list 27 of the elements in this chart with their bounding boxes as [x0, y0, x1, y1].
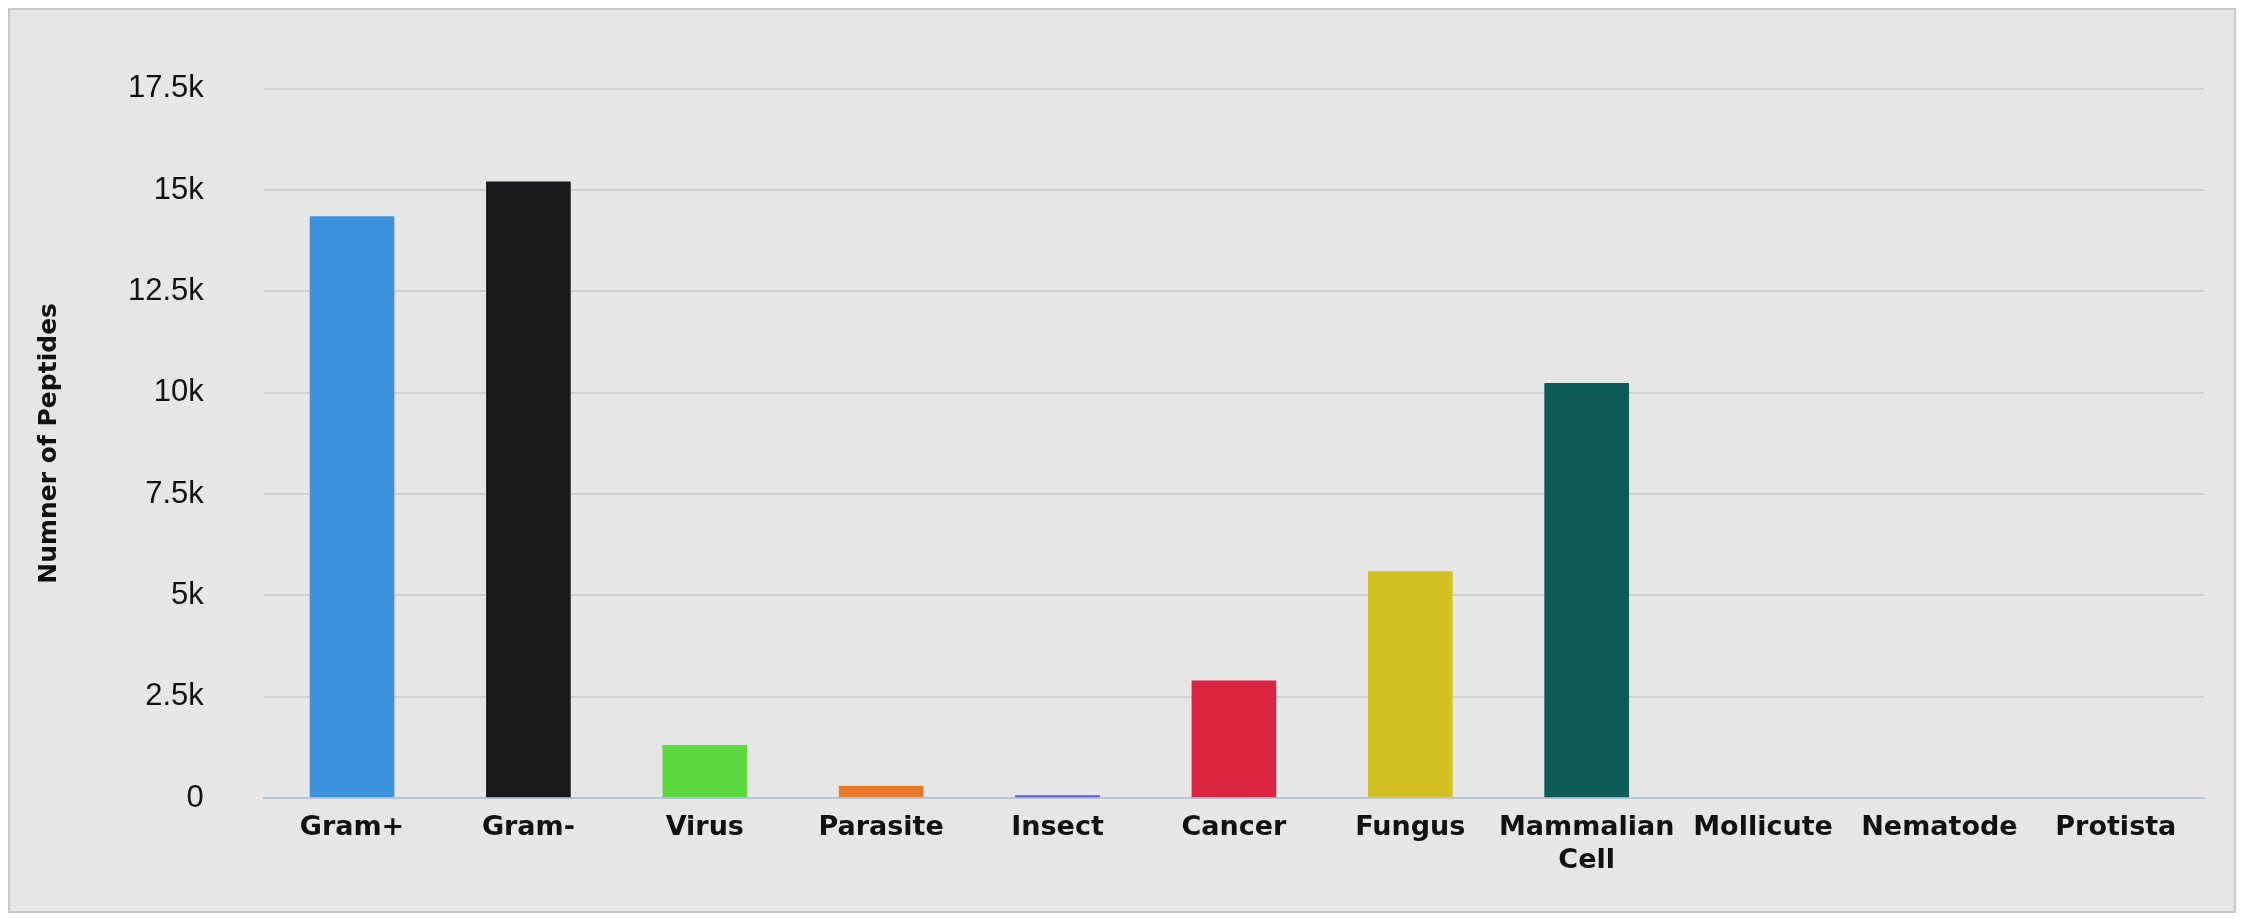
y-tick-label: 7.5k [145, 474, 205, 510]
y-tick-label: 15k [153, 170, 205, 206]
y-tick-label: 12.5k [127, 271, 205, 307]
y-axis-title: Numner of Peptides [32, 303, 62, 584]
x-tick-label: Gram+ [299, 810, 405, 842]
x-tick-label: Insect [1011, 810, 1104, 842]
x-tick-label: Cancer [1181, 810, 1288, 842]
y-tick-label: 10k [153, 373, 205, 409]
x-tick-label: Mammalian Cell [1498, 810, 1675, 874]
bar [309, 216, 395, 798]
x-tick-label: Virus [665, 810, 744, 842]
bar [486, 181, 571, 798]
y-tick-label: 5k [171, 576, 205, 611]
y-tick-label: 0 [186, 778, 204, 814]
bar [1367, 571, 1453, 798]
x-tick-label: Gram- [481, 810, 575, 842]
x-tick-label: Parasite [818, 810, 944, 842]
x-tick-label: Nematode [1861, 810, 2018, 842]
bar [1544, 382, 1630, 798]
bar [1191, 680, 1277, 798]
x-tick-label: Mollicute [1693, 810, 1833, 842]
y-tick-label: 2.5k [145, 677, 205, 713]
y-tick-label: 17.5k [127, 69, 205, 105]
x-tick-label: Fungus [1355, 810, 1466, 842]
bar [662, 745, 748, 798]
bar [838, 785, 924, 798]
x-tick-label: Protista [2055, 810, 2177, 842]
